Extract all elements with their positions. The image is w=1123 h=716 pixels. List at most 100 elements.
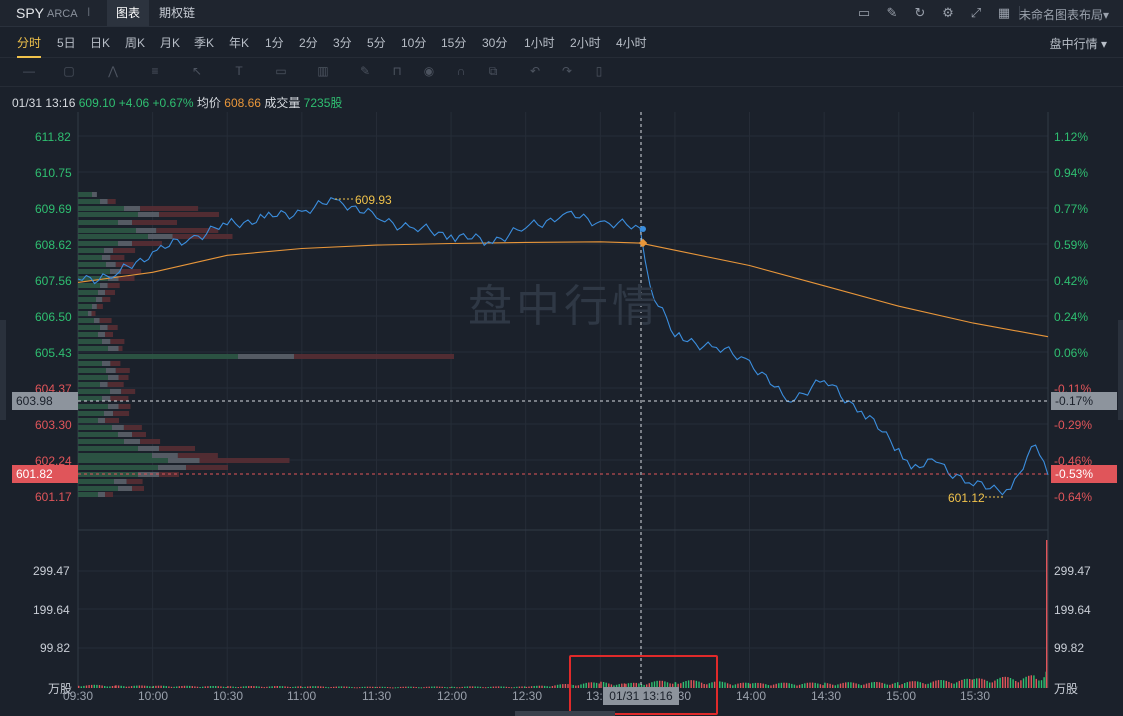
layout-dropdown[interactable]: 未命名图表布局▾ — [1018, 8, 1109, 22]
volume-bar — [785, 682, 788, 688]
volume-bar — [669, 683, 671, 688]
volume-bar — [884, 683, 886, 688]
text-tool-icon[interactable]: T — [235, 64, 243, 78]
timeline-scroll-handle[interactable] — [515, 711, 615, 716]
chart-type-icon[interactable]: ▭ — [857, 5, 871, 20]
market-mode-label: 盘中行情 — [1049, 37, 1098, 51]
volume-bar — [932, 681, 934, 688]
period-2min[interactable]: 2分 — [299, 36, 318, 50]
volume-bar — [595, 682, 598, 688]
left-panel-handle[interactable] — [0, 320, 6, 420]
profile-bar-sell — [107, 199, 116, 204]
draw-edit-icon[interactable]: ✎ — [886, 5, 898, 20]
eye-icon[interactable]: ◉ — [423, 64, 435, 78]
period-week[interactable]: 周K — [125, 36, 146, 50]
pen-tool-icon[interactable]: ✎ — [359, 64, 371, 78]
label-tool-icon[interactable]: ▭ — [275, 64, 287, 78]
trash-icon[interactable]: ▯ — [595, 64, 603, 78]
volume-bar — [804, 683, 806, 688]
period-month[interactable]: 月K — [160, 36, 181, 50]
period-5d[interactable]: 5日 — [57, 36, 76, 50]
volume-bar — [734, 684, 737, 688]
copy-icon[interactable]: ⧉ — [488, 64, 498, 78]
volume-bar — [364, 686, 366, 688]
gear-icon[interactable]: ⚙ — [942, 5, 954, 20]
volume-tick: 199.64 — [1054, 603, 1091, 617]
volume-bar — [901, 684, 903, 688]
profile-bar-neutral — [102, 255, 111, 260]
volume-bar — [456, 687, 458, 689]
line-tool-icon[interactable]: — — [23, 64, 35, 78]
period-10min[interactable]: 10分 — [401, 36, 427, 50]
magnet-icon[interactable]: ∩ — [456, 64, 466, 78]
period-day[interactable]: 日K — [90, 36, 111, 50]
volume-bar — [225, 687, 227, 688]
profile-bar-buy — [78, 458, 168, 463]
period-intraday[interactable]: 分时 — [17, 36, 42, 58]
period-3min[interactable]: 3分 — [333, 36, 352, 50]
profile-bar-neutral — [100, 283, 108, 288]
period-1min[interactable]: 1分 — [265, 36, 284, 50]
period-30min[interactable]: 30分 — [482, 36, 508, 50]
volume-bar — [458, 687, 461, 689]
right-panel-handle[interactable] — [1118, 320, 1123, 420]
period-1h[interactable]: 1小时 — [524, 36, 555, 50]
price-line — [77, 197, 1049, 496]
info-price: 609.10 — [78, 96, 116, 110]
volume-bar — [745, 682, 747, 688]
period-5min[interactable]: 5分 — [367, 36, 386, 50]
period-year[interactable]: 年K — [229, 36, 250, 50]
redo-icon[interactable]: ↷ — [561, 64, 573, 78]
refresh-icon[interactable]: ↻ — [914, 5, 926, 20]
period-quarter[interactable]: 季K — [194, 36, 215, 50]
undo-icon[interactable]: ↶ — [529, 64, 541, 78]
tab-chart[interactable]: 图表 — [107, 0, 150, 26]
profile-bar-neutral — [124, 439, 141, 444]
volume-bar — [801, 684, 803, 688]
info-pct: +0.67% — [152, 96, 194, 110]
volume-bar — [152, 686, 154, 688]
volume-bar — [181, 686, 183, 688]
volume-bar — [811, 682, 814, 688]
lock-icon[interactable]: ⊓ — [392, 64, 402, 78]
market-mode-dropdown[interactable]: 盘中行情 ▾ — [1049, 37, 1107, 51]
volume-bar — [93, 684, 95, 688]
profile-bar-sell — [99, 318, 112, 323]
channel-tool-icon[interactable]: ≡ — [151, 64, 159, 78]
volume-bar — [407, 686, 410, 688]
volume-bar — [551, 686, 554, 688]
volume-bar — [564, 684, 567, 688]
fullscreen-icon[interactable]: ⤢ — [970, 5, 982, 20]
measure-tool-icon[interactable]: ▥ — [317, 64, 329, 78]
info-avg: 608.66 — [224, 96, 261, 110]
crosshair-pct-tag: -0.17% — [1051, 392, 1117, 410]
profile-bar-neutral — [110, 269, 122, 274]
volume-bar — [237, 687, 239, 688]
wave-tool-icon[interactable]: ⋀ — [108, 64, 118, 78]
volume-profile — [78, 192, 454, 497]
grid-layout-icon[interactable]: ▦ — [997, 5, 1011, 20]
volume-bar — [904, 683, 906, 688]
volume-bar — [340, 686, 343, 688]
volume-bar — [330, 687, 332, 688]
top-header: SPY ARCA I 图表 期权链 ▭ ✎ ↻ ⚙ ⤢ ▦ 未命名图表布局▾ — [0, 0, 1123, 27]
profile-bar-neutral — [88, 311, 92, 316]
tab-options-chain[interactable]: 期权链 — [159, 6, 196, 20]
volume-bar — [958, 680, 960, 688]
rect-tool-icon[interactable]: ▢ — [63, 64, 75, 78]
volume-bar — [453, 686, 456, 688]
profile-bar-sell — [159, 446, 195, 451]
arrow-tool-icon[interactable]: ↖ — [191, 64, 203, 78]
volume-bar — [690, 680, 692, 688]
volume-bar — [209, 686, 212, 688]
volume-bar — [775, 683, 777, 688]
volume-bar — [737, 683, 739, 688]
profile-bar-buy — [78, 479, 114, 484]
period-2h[interactable]: 2小时 — [570, 36, 601, 50]
volume-bar — [173, 686, 175, 688]
volume-bar — [664, 681, 666, 688]
period-4h[interactable]: 4小时 — [616, 36, 647, 50]
volume-bar — [500, 686, 502, 688]
period-15min[interactable]: 15分 — [441, 36, 467, 50]
